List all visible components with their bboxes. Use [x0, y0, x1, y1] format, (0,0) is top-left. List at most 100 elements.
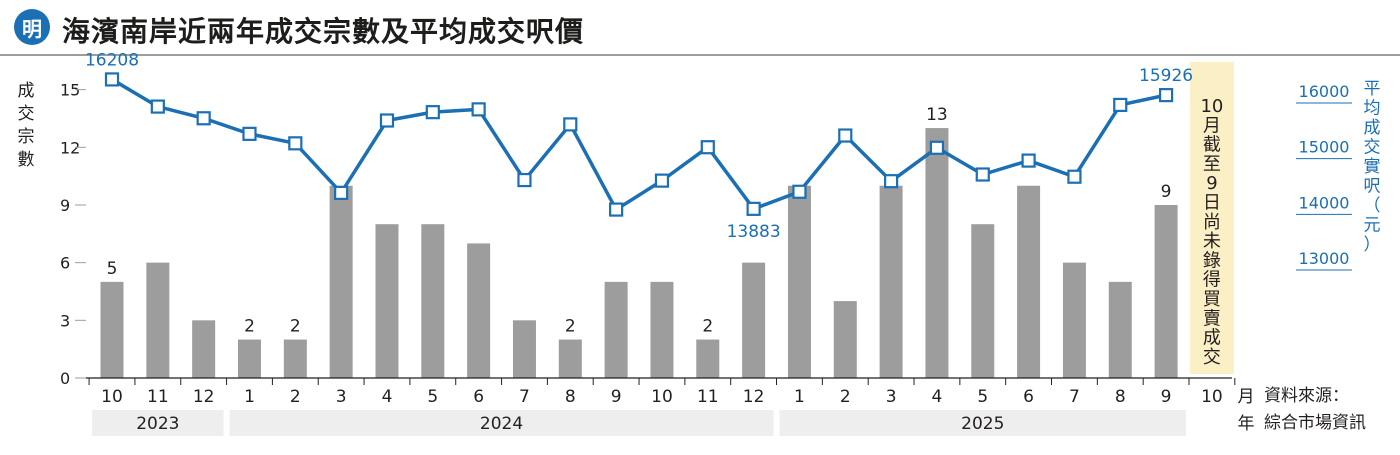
annotation-char: 日 [1203, 193, 1221, 214]
price-label-23: 15926 [1139, 66, 1193, 86]
price-point-20 [1021, 153, 1036, 168]
annotation-char: 月 [1203, 115, 1221, 136]
y-right-title-char: 成 [1364, 118, 1381, 138]
month-label-14: 12 [743, 387, 765, 407]
month-label-3: 1 [244, 387, 255, 407]
bar-15 [787, 185, 811, 378]
price-point-15 [792, 184, 807, 199]
chart-title: 海濱南岸近兩年成交宗數及平均成交呎價 [62, 15, 585, 48]
price-point-18 [929, 140, 945, 155]
bar-0 [100, 281, 124, 378]
bar-20 [1017, 185, 1041, 378]
x-axis: 10 11 12 1 2 3 4 5 6 7 8 9 10 11 12 1 2 3 4 5 6 7 8 9 10 [86, 377, 1236, 407]
month-label-17: 3 [886, 387, 897, 407]
price-tick-label-15000: 15000 [1299, 138, 1350, 157]
bar-2 [192, 320, 216, 378]
month-label-13: 11 [697, 387, 719, 407]
bar-17 [879, 185, 903, 378]
bar-label-13: 2 [702, 317, 713, 337]
y-right-title-char: 平 [1364, 79, 1381, 99]
price-point-10 [563, 117, 578, 132]
price-point-4 [288, 136, 303, 151]
month-label-15: 1 [794, 387, 805, 407]
price-point-23 [1158, 88, 1174, 103]
bar-11 [604, 281, 628, 378]
month-label-6: 4 [382, 387, 393, 407]
bar-data-labels: 5 2 2 2 2 13 9 [107, 105, 1172, 336]
y-right-title-char: 交 [1364, 138, 1381, 158]
month-label-0: 10 [101, 387, 123, 407]
annotation-char: 未 [1203, 231, 1221, 252]
bar-10 [558, 339, 582, 378]
annotation-char: 至 [1203, 154, 1221, 175]
annotation-char: 得 [1203, 270, 1221, 291]
price-point-21 [1067, 169, 1082, 184]
y-right-title-char: 均 [1364, 99, 1381, 119]
bar-21 [1062, 262, 1086, 378]
bar-13 [696, 339, 720, 378]
price-point-8 [471, 102, 486, 117]
annotation-band-fill [1189, 62, 1234, 374]
price-point-13 [700, 140, 715, 155]
month-label-23: 9 [1161, 387, 1172, 407]
month-label-12: 10 [651, 387, 673, 407]
price-tick-label-14000: 14000 [1299, 193, 1350, 212]
month-label-20: 6 [1023, 387, 1034, 407]
bar-label-10: 2 [565, 317, 576, 337]
bar-18 [925, 128, 949, 378]
annotation-char: 成 [1203, 328, 1221, 349]
price-point-0 [104, 72, 120, 87]
right-axis-ticks: 13000 14000 15000 16000 [1296, 82, 1352, 271]
year-label-2025: 2025 [961, 414, 1004, 434]
price-label-14: 13883 [727, 222, 781, 242]
year-label-2024: 2024 [480, 414, 523, 434]
price-point-19 [975, 167, 990, 182]
bar-14 [742, 262, 766, 378]
y-right-title-char: 元 [1364, 216, 1381, 236]
bar-series [100, 128, 1178, 378]
y-right-title-char: （ [1364, 196, 1381, 216]
line-series [111, 77, 1167, 212]
month-label-18: 4 [932, 387, 943, 407]
price-point-12 [654, 173, 670, 188]
bar-19 [971, 224, 995, 378]
y-right-title-char: 呎 [1364, 177, 1381, 197]
month-label-11: 9 [611, 387, 622, 407]
bar-6 [375, 224, 399, 378]
bar-9 [512, 320, 536, 378]
price-point-9 [517, 172, 532, 188]
bar-12 [650, 281, 674, 378]
price-point-5 [334, 185, 349, 200]
price-point-22 [1113, 97, 1128, 113]
bar-label-23: 9 [1161, 182, 1172, 202]
price-point-17 [884, 174, 899, 189]
price-label-0: 16208 [85, 50, 139, 70]
year-band-2024 [229, 410, 774, 436]
price-point-14 [746, 201, 761, 216]
left-axis-ticks: 0 3 6 9 12 15 [60, 81, 86, 388]
price-point-1 [150, 99, 165, 114]
year-band-2025 [779, 410, 1187, 436]
y-tick-label-0: 0 [60, 369, 70, 388]
month-unit: 月 [1238, 387, 1255, 407]
chart-header: 明 海濱南岸近兩年成交宗數及平均成交呎價 [0, 0, 1400, 56]
price-point-6 [379, 113, 395, 128]
y-left-title-char: 數 [18, 150, 35, 170]
line-markers [104, 72, 1174, 217]
y-left-title-char: 交 [18, 104, 35, 124]
annotation-band [1189, 62, 1234, 374]
bar-label-0: 5 [107, 259, 118, 279]
annotation-char: 10 [1200, 96, 1223, 117]
bar-label-3: 2 [244, 317, 255, 337]
y-tick-label-12: 12 [60, 138, 80, 157]
bar-7 [421, 224, 445, 378]
price-tick-label-16000: 16000 [1299, 82, 1350, 101]
left-axis-title: 成交宗數 [18, 81, 35, 170]
month-label-4: 2 [290, 387, 301, 407]
annotation-char: 尚 [1203, 212, 1221, 233]
bar-8 [467, 243, 491, 378]
annotation-char: 9 [1206, 173, 1217, 194]
y-right-title-char: 實 [1364, 157, 1381, 177]
price-point-2 [196, 111, 211, 126]
month-label-16: 2 [840, 387, 851, 407]
